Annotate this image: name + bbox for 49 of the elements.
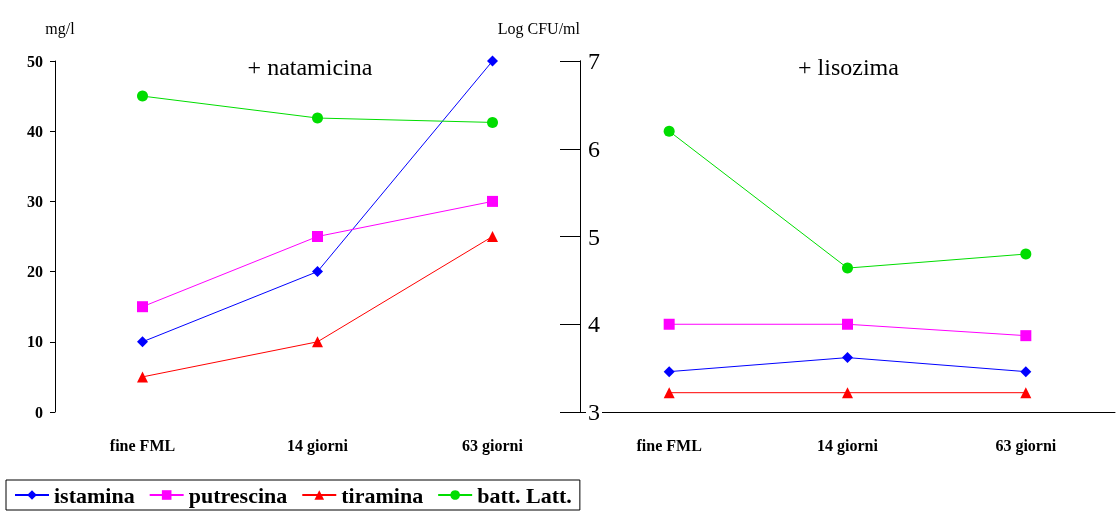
point [487, 116, 498, 128]
y-tick-label: 40 [27, 122, 43, 140]
legend-label: batt. Latt. [477, 482, 572, 508]
point [1020, 387, 1032, 399]
point [487, 231, 498, 242]
legend-label: putrescina [188, 482, 288, 508]
y2-axis-title: Log CFU/ml [497, 19, 581, 38]
point [1020, 366, 1032, 378]
point [137, 301, 148, 313]
point [842, 262, 853, 274]
x-tick-label: fine FML [636, 436, 702, 454]
point [487, 195, 498, 207]
point [137, 336, 148, 348]
x-tick-label: 14 giorni [817, 436, 879, 455]
y2-tick-label: 3 [588, 399, 600, 425]
legend-label: istamina [54, 482, 135, 508]
y-tick-label: 30 [27, 192, 43, 210]
point [842, 352, 853, 364]
x-tick-label: fine FML [109, 436, 176, 454]
point [663, 387, 675, 399]
point [663, 125, 675, 137]
y-tick-label: 0 [35, 403, 43, 421]
y2-tick-label: 5 [588, 223, 600, 250]
legend-label: tiramina [341, 482, 424, 508]
y-tick-label: 20 [27, 263, 43, 281]
x-tick-label: 63 giorni [462, 436, 524, 455]
y2-tick-label: 6 [588, 135, 600, 162]
point [312, 231, 323, 242]
point [137, 90, 148, 102]
point [487, 55, 498, 67]
point [312, 336, 323, 348]
y-axis-title: mg/l [45, 19, 76, 38]
point [1020, 248, 1032, 260]
chart-title: + lisozima [798, 54, 900, 80]
y-tick-label: 50 [27, 52, 43, 70]
point [312, 266, 323, 278]
point [663, 318, 675, 330]
point [663, 366, 675, 378]
y2-tick-label: 4 [588, 311, 600, 338]
point [842, 318, 853, 330]
x-tick-label: 14 giorni [287, 436, 349, 455]
point [312, 112, 323, 124]
y2-tick-label: 7 [588, 48, 600, 74]
y-tick-label: 10 [27, 333, 43, 351]
x-tick-label: 63 giorni [995, 436, 1057, 455]
point [842, 387, 853, 399]
point [1020, 330, 1032, 342]
point [137, 371, 148, 383]
chart-title: + natamicina [247, 54, 373, 80]
